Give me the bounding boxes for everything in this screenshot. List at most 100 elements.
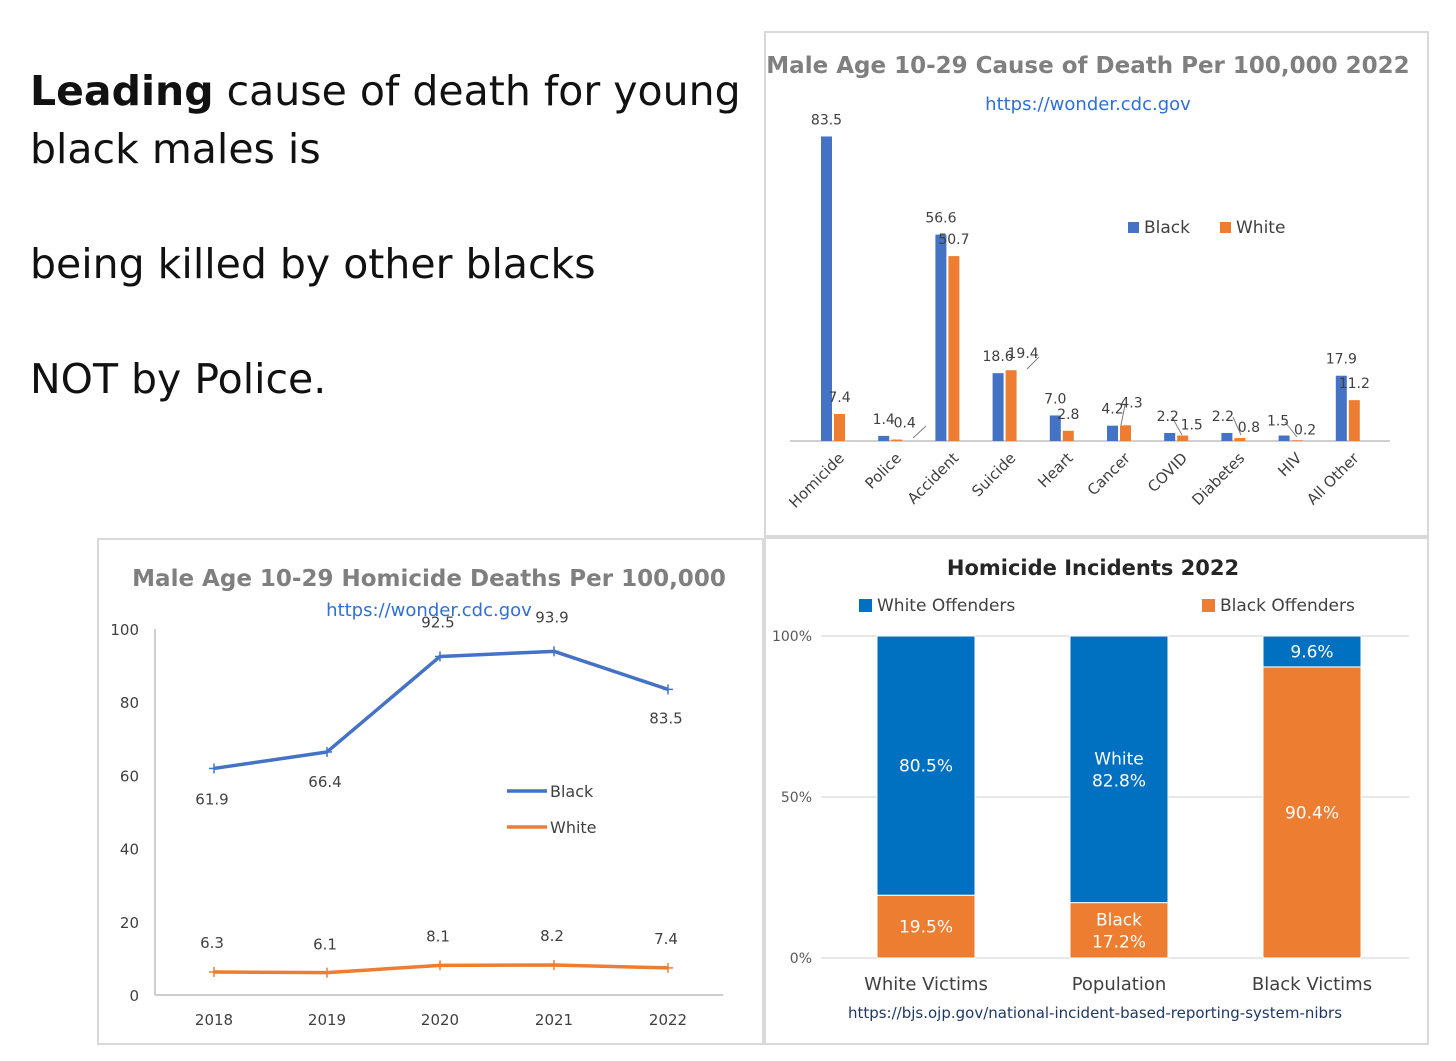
chart3-ytick-50: 50%: [781, 790, 812, 806]
chart1-leader-covid: [1171, 416, 1183, 436]
homicide-trend-chart: Male Age 10-29 Homicide Deaths Per 100,0…: [110, 566, 725, 1029]
chart2-xtick-2022: 2022: [649, 1011, 687, 1029]
chart1-title: Male Age 10-29 Cause of Death Per 100,00…: [766, 53, 1409, 79]
chart2-ytick-0: 0: [129, 987, 139, 1005]
chart3-legend-black-swatch: [1202, 599, 1215, 612]
chart2-ytick-100: 100: [110, 621, 139, 639]
chart1-label-white-police: 0.4: [894, 416, 916, 432]
chart1-leader-cancer: [1120, 404, 1126, 426]
chart1-label-black-cancer: 4.2: [1101, 402, 1123, 418]
chart1-leader-diabetes: [1232, 416, 1242, 436]
chart1-legend-white-swatch: [1220, 222, 1231, 233]
chart1-category-hiv: HIV: [1274, 449, 1306, 481]
headline-bold-word: Leading: [30, 67, 214, 115]
chart1-label-black-homicide: 83.5: [811, 112, 842, 128]
chart3-bar-white-offenders-white-victims: [876, 635, 976, 896]
headline-line-1-rest: cause of death for young: [213, 67, 741, 115]
cause-of-death-chart: Male Age 10-29 Cause of Death Per 100,00…: [766, 53, 1409, 512]
chart1-bar-white-hiv: [1291, 440, 1303, 441]
chart1-bar-black-covid: [1164, 432, 1176, 441]
chart2-xtick-2019: 2019: [308, 1011, 346, 1029]
homicide-incidents-chart: Homicide Incidents 2022 White Offenders …: [772, 556, 1409, 1022]
chart2-xtick-2018: 2018: [195, 1011, 233, 1029]
chart1-bar-black-police: [878, 435, 890, 441]
chart1-label-white-hiv: 0.2: [1294, 422, 1316, 438]
chart1-category-cancer: Cancer: [1084, 449, 1135, 500]
chart1-category-accident: Accident: [904, 449, 963, 508]
chart2-ytick-80: 80: [120, 694, 139, 712]
chart1-label-black-diabetes: 2.2: [1212, 409, 1234, 425]
chart3-label-white-offenders-black-victims: 9.6%: [1290, 642, 1333, 662]
chart2-ytick-60: 60: [120, 767, 139, 785]
chart2-xtick-2021: 2021: [535, 1011, 573, 1029]
chart1-legend-white: White: [1236, 218, 1285, 238]
chart3-category-black-victims: Black Victims: [1252, 974, 1372, 995]
chart1-bar-black-homicide: [821, 136, 832, 441]
chart3-label-white-offenders-white-victims: 80.5%: [899, 757, 953, 777]
chart1-label-white-cancer: 4.3: [1120, 395, 1142, 411]
chart1-label-white-accident: 50.7: [938, 232, 969, 248]
chart2-label-black-2019: 66.4: [308, 773, 341, 791]
chart1-label-black-police: 1.4: [873, 412, 895, 428]
chart1-bar-white-suicide: [1005, 370, 1017, 441]
chart1-category-diabetes: Diabetes: [1188, 449, 1248, 509]
chart1-subtitle: https://wonder.cdc.gov: [985, 94, 1191, 115]
chart2-label-white-2021: 8.2: [540, 927, 564, 945]
chart1-bar-black-hiv: [1278, 435, 1290, 441]
homicide-trend-panel: Male Age 10-29 Homicide Deaths Per 100,0…: [97, 538, 764, 1045]
chart1-category-police: Police: [862, 449, 905, 492]
chart3-label-black-offenders-black-victims: 90.4%: [1285, 803, 1339, 823]
chart3-source: https://bjs.ojp.gov/national-incident-ba…: [848, 1004, 1342, 1022]
chart2-label-black-2022: 83.5: [649, 709, 682, 727]
chart3-label-black-offenders-white-victims: 19.5%: [899, 918, 953, 938]
chart2-label-white-2019: 6.1: [313, 936, 337, 954]
chart2-label-white-2022: 7.4: [654, 930, 678, 948]
headline-line-3: being killed by other blacks: [30, 240, 596, 288]
chart1-bar-white-accident: [948, 256, 960, 441]
chart1-label-black-hiv: 1.5: [1267, 414, 1289, 430]
chart3-legend-white: White Offenders: [877, 596, 1015, 616]
chart1-label-white-all-other: 11.2: [1339, 376, 1370, 392]
chart1-label-white-suicide: 19.4: [1008, 346, 1039, 362]
chart1-label-black-heart: 7.0: [1044, 391, 1066, 407]
chart1-bar-black-heart: [1049, 415, 1061, 441]
chart2-label-black-2018: 61.9: [195, 790, 228, 808]
chart2-label-white-2018: 6.3: [200, 934, 224, 952]
chart1-legend-black: Black: [1144, 218, 1190, 238]
chart3-title: Homicide Incidents 2022: [947, 556, 1239, 580]
chart1-label-white-heart: 2.8: [1057, 407, 1079, 423]
chart1-bar-black-suicide: [992, 373, 1004, 441]
chart1-bar-black-diabetes: [1221, 432, 1233, 441]
chart1-bar-white-police: [891, 439, 903, 441]
chart1-bar-white-all-other: [1348, 400, 1360, 441]
chart1-bar-white-cancer: [1120, 425, 1131, 441]
chart3-category-white-victims: White Victims: [864, 974, 988, 995]
chart2-xtick-2020: 2020: [421, 1011, 459, 1029]
chart1-label-black-suicide: 18.6: [983, 349, 1014, 365]
chart3-category-population: Population: [1072, 974, 1167, 995]
chart1-category-all-other: All Other: [1303, 449, 1363, 509]
chart1-bar-black-accident: [935, 234, 947, 441]
chart3-ytick-100: 100%: [772, 629, 812, 645]
chart1-bar-black-all-other: [1335, 375, 1347, 441]
chart3-bar-black-offenders-population: [1069, 902, 1169, 959]
headline-line-1: Leading cause of death for young: [30, 62, 750, 120]
chart1-bar-white-diabetes: [1234, 438, 1246, 441]
chart3-bar-white-offenders-black-victims: [1262, 635, 1362, 668]
chart1-category-covid: COVID: [1144, 449, 1191, 496]
chart1-label-black-all-other: 17.9: [1326, 352, 1357, 368]
chart1-bar-black-cancer: [1107, 425, 1118, 441]
homicide-incidents-panel: Homicide Incidents 2022 White Offenders …: [764, 537, 1429, 1045]
chart3-bar-white-offenders-population: [1069, 635, 1169, 904]
chart1-leader-suicide: [1026, 356, 1040, 370]
chart1-leader-police: [912, 425, 927, 439]
chart1-leader-hiv: [1284, 421, 1298, 438]
chart3-legend-black: Black Offenders: [1220, 596, 1355, 616]
chart1-bar-white-heart: [1062, 430, 1074, 441]
chart1-label-white-diabetes: 0.8: [1238, 420, 1260, 436]
chart1-label-white-homicide: 7.4: [828, 390, 850, 406]
chart1-category-homicide: Homicide: [785, 449, 848, 512]
headline-line-4: NOT by Police.: [30, 355, 327, 403]
chart3-ytick-0: 0%: [790, 951, 812, 967]
chart2-label-black-2021: 93.9: [535, 608, 568, 626]
